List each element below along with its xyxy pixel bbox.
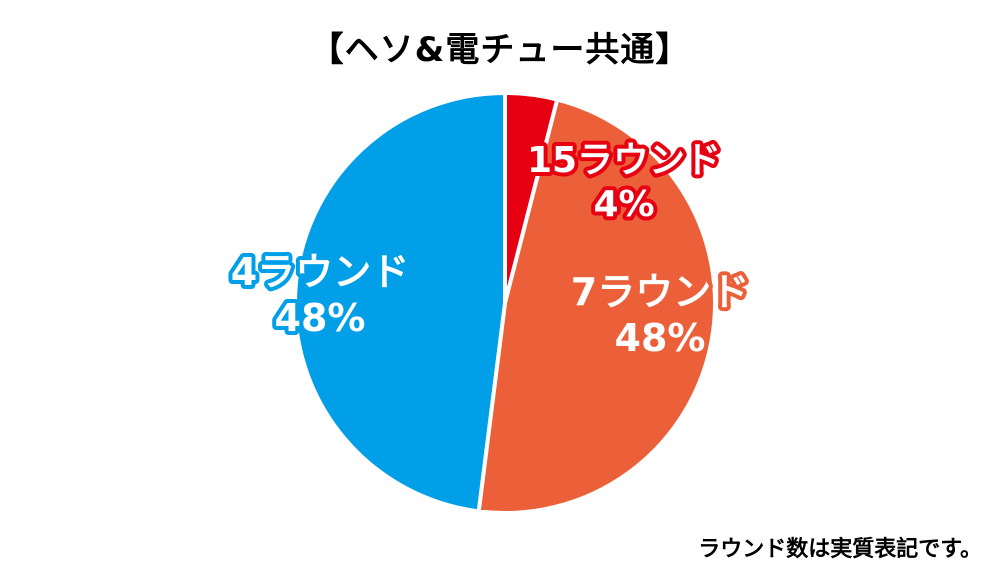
slice-percent-label: 4% (593, 184, 654, 225)
slice-label: 4ラウンド (231, 250, 409, 294)
chart-title: 【ヘソ&電チュー共通】 (309, 30, 691, 70)
slice-percent-label: 48% (615, 316, 706, 360)
pie-slice (293, 90, 507, 514)
slice-label: 7ラウンド (571, 270, 749, 314)
slice-label: 15ラウンド (527, 140, 721, 181)
pie-slice (476, 97, 717, 515)
slice-percent-label: 48% (275, 296, 366, 340)
footnote: ラウンド数は実質表記です。 (698, 537, 982, 562)
